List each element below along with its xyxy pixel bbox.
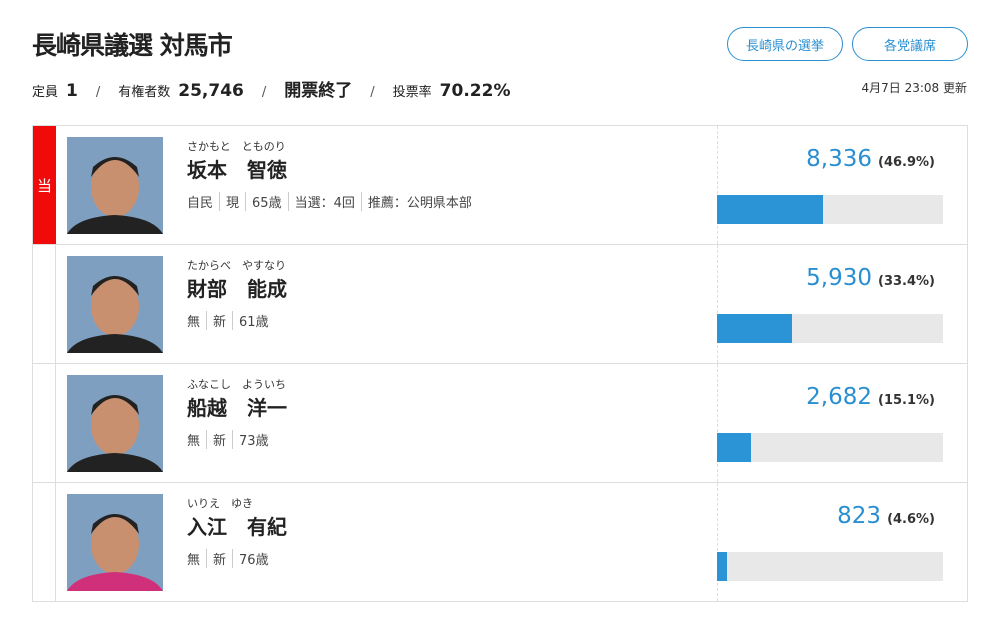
row-marker xyxy=(33,364,56,482)
candidate-info-item: 自民 xyxy=(187,196,214,211)
candidate-info: 無新 61歳 xyxy=(187,311,269,330)
seats-value: 1 xyxy=(66,81,78,101)
votes-value: 5,930 xyxy=(806,265,873,291)
vote-bar-fill xyxy=(717,195,823,224)
row-marker xyxy=(33,483,56,601)
vote-percent: (15.1%) xyxy=(878,393,935,408)
candidate-photo xyxy=(67,137,163,234)
candidate-info-item: 65歳 xyxy=(245,192,282,211)
candidate-info-item: 新 xyxy=(206,311,226,330)
candidate-info-item: 無 xyxy=(187,315,201,330)
vote-bar-fill xyxy=(717,552,728,581)
divider xyxy=(717,364,718,482)
count-status: 開票終了 xyxy=(284,81,353,101)
candidate-photo xyxy=(67,256,163,353)
vote-count: 8,336 (46.9%) xyxy=(806,146,935,172)
seats-label: 定員 xyxy=(32,85,59,100)
separator: / xyxy=(95,85,101,100)
candidate-name: 坂本 智徳 xyxy=(187,158,287,182)
candidate-info-item: 推薦：公明県本部 xyxy=(360,192,472,211)
separator: / xyxy=(261,85,267,100)
votes-value: 2,682 xyxy=(806,384,873,410)
election-stats: 定員 1 / 有権者数 25,746 / 開票終了 / 投票率 70.22% xyxy=(32,76,510,101)
vote-count: 823 (4.6%) xyxy=(837,503,935,529)
candidate-info-item: 無 xyxy=(187,434,201,449)
candidate-info-item: 無 xyxy=(187,553,201,568)
candidate-name: 入江 有紀 xyxy=(187,515,287,539)
vote-percent: (4.6%) xyxy=(887,512,935,527)
vote-percent: (33.4%) xyxy=(878,274,935,289)
candidate-info-item: 当選：4回 xyxy=(287,192,355,211)
candidate-row: いりえ ゆき 入江 有紀 無新 76歳 823 (4.6%) xyxy=(33,483,967,602)
candidate-photo xyxy=(67,375,163,472)
candidate-info-item: 76歳 xyxy=(232,549,269,568)
candidate-info-item: 新 xyxy=(206,549,226,568)
candidate-photo xyxy=(67,494,163,591)
winner-label: 当 xyxy=(36,176,52,195)
candidate-row: ふなこし よういち 船越 洋一 無新 73歳 2,682 (15.1%) xyxy=(33,364,967,483)
vote-bar-fill xyxy=(717,314,793,343)
candidate-info-item: 現 xyxy=(219,192,239,211)
divider xyxy=(717,483,718,601)
turnout-label: 投票率 xyxy=(392,85,432,100)
divider xyxy=(717,245,718,363)
party-seats-button[interactable]: 各党議席 xyxy=(852,27,968,61)
separator: / xyxy=(370,85,375,100)
voters-value: 25,746 xyxy=(178,81,244,101)
vote-bar xyxy=(717,195,943,224)
votes-value: 8,336 xyxy=(806,146,873,172)
candidate-info-item: 新 xyxy=(206,430,226,449)
vote-percent: (46.9%) xyxy=(878,155,935,170)
vote-bar xyxy=(717,552,943,581)
vote-bar-fill xyxy=(717,433,752,462)
candidate-info: 無新 76歳 xyxy=(187,549,269,568)
candidate-info: 自民現 65歳 当選：4回 推薦：公明県本部 xyxy=(187,192,472,211)
vote-bar xyxy=(717,314,943,343)
results-list: 当 さかもと とものり 坂本 智徳 自民現 65歳 当選：4回 推薦：公明県本部 8,… xyxy=(32,125,968,602)
vote-bar xyxy=(717,433,943,462)
row-marker xyxy=(33,245,56,363)
candidate-info: 無新 73歳 xyxy=(187,430,269,449)
vote-count: 5,930 (33.4%) xyxy=(806,265,935,291)
candidate-row: たからべ やすなり 財部 能成 無新 61歳 5,930 (33.4%) xyxy=(33,245,967,364)
turnout-value: 70.22% xyxy=(439,81,511,101)
voters-label: 有権者数 xyxy=(118,85,171,100)
candidate-info-item: 61歳 xyxy=(232,311,269,330)
candidate-kana: いりえ ゆき xyxy=(187,497,253,510)
winner-mark: 当 xyxy=(33,126,56,244)
candidate-kana: ふなこし よういち xyxy=(187,378,286,391)
candidate-kana: さかもと とものり xyxy=(187,140,286,153)
candidate-kana: たからべ やすなり xyxy=(187,259,286,272)
candidate-name: 財部 能成 xyxy=(187,277,287,301)
candidate-info-item: 73歳 xyxy=(232,430,269,449)
candidate-name: 船越 洋一 xyxy=(187,396,287,420)
updated-time: 4月7日 23:08 更新 xyxy=(861,81,967,95)
page-title: 長崎県議選 対馬市 xyxy=(32,31,233,60)
divider xyxy=(717,126,718,244)
vote-count: 2,682 (15.1%) xyxy=(806,384,935,410)
prefecture-elections-button[interactable]: 長崎県の選挙 xyxy=(727,27,843,61)
candidate-row: 当 さかもと とものり 坂本 智徳 自民現 65歳 当選：4回 推薦：公明県本部 8,… xyxy=(33,126,967,245)
votes-value: 823 xyxy=(837,503,882,529)
